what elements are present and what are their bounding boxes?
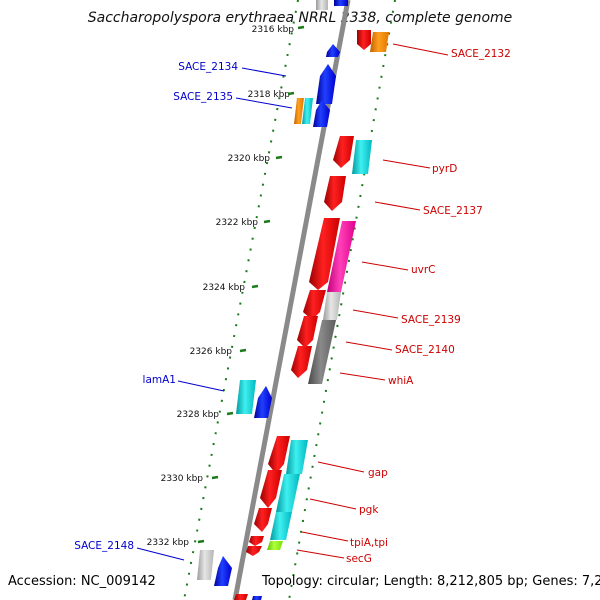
gene-label: lamA1 bbox=[143, 374, 176, 386]
kbp-label: 2316 kbp bbox=[252, 25, 295, 35]
gene-label: whiA bbox=[388, 375, 414, 387]
gene-block-magenta bbox=[327, 221, 356, 292]
gene-arrow-forward bbox=[260, 470, 282, 508]
kbp-label: 2332 kbp bbox=[147, 538, 190, 548]
outer-guide-right bbox=[288, 0, 396, 600]
gene-block-cyan bbox=[286, 440, 308, 474]
kbp-tick bbox=[263, 219, 271, 224]
gene-block-orange bbox=[294, 98, 304, 124]
gene-arrow-forward bbox=[254, 508, 272, 532]
gene-block-lightgray bbox=[197, 550, 214, 580]
gene-block-cyan bbox=[270, 512, 292, 540]
gene-arrow-reverse bbox=[313, 100, 330, 127]
gene-label: pgk bbox=[359, 504, 379, 516]
gene-arrow-forward bbox=[357, 30, 371, 50]
kbp-tick bbox=[251, 284, 259, 289]
gene-arrow-forward bbox=[246, 546, 262, 556]
label-leader-line bbox=[177, 380, 225, 392]
label-leader-line bbox=[317, 461, 365, 473]
gene-block-cyan bbox=[302, 98, 313, 124]
label-leader-line bbox=[352, 309, 399, 319]
label-leader-line bbox=[345, 341, 393, 351]
label-leader-line bbox=[361, 261, 409, 271]
accession-label: Accession: NC_009142 bbox=[8, 574, 156, 589]
kbp-tick bbox=[275, 155, 283, 160]
gene-arrow-forward bbox=[249, 536, 264, 546]
gene-label: SACE_2148 bbox=[74, 540, 134, 552]
gene-arrow-reverse bbox=[326, 44, 340, 57]
gene-block-lightgray bbox=[323, 292, 341, 320]
kbp-label: 2318 kbp bbox=[248, 90, 291, 100]
gene-arrow-forward bbox=[234, 594, 248, 600]
gene-arrow-forward bbox=[333, 136, 354, 168]
gene-label: pyrD bbox=[432, 163, 457, 175]
kbp-label: 2328 kbp bbox=[177, 410, 220, 420]
kbp-tick bbox=[287, 91, 295, 96]
gene-arrow-reverse bbox=[252, 596, 262, 600]
gene-block-cyan bbox=[352, 140, 372, 174]
kbp-label: 2324 kbp bbox=[203, 283, 246, 293]
gene-block-lime bbox=[267, 541, 283, 550]
label-leader-line bbox=[241, 67, 287, 77]
gene-block-darkgray bbox=[308, 320, 336, 384]
gene-label: tpiA,tpi bbox=[350, 537, 388, 549]
gene-block-orange bbox=[370, 32, 389, 52]
topology-label: Topology: circular; Length: 8,212,805 bp… bbox=[262, 574, 600, 589]
gene-label: gap bbox=[368, 467, 388, 479]
gene-arrow-forward bbox=[291, 346, 312, 378]
gene-arrow-forward bbox=[309, 218, 340, 290]
gene-label: secG bbox=[346, 553, 372, 565]
kbp-tick bbox=[197, 539, 205, 544]
gene-arrow-forward bbox=[324, 176, 346, 211]
gene-label: SACE_2137 bbox=[423, 205, 483, 217]
gene-block-cyan bbox=[236, 380, 256, 414]
kbp-label: 2322 kbp bbox=[216, 218, 259, 228]
gene-label: SACE_2140 bbox=[395, 344, 455, 356]
gene-arrow-reverse bbox=[316, 64, 336, 104]
label-leader-line bbox=[235, 97, 293, 109]
label-leader-line bbox=[374, 201, 421, 211]
gene-label: SACE_2134 bbox=[178, 61, 238, 73]
gene-arrow-reverse bbox=[254, 386, 272, 418]
gene-arrow-reverse bbox=[214, 556, 232, 586]
label-leader-line bbox=[339, 372, 386, 381]
left-gene-labels: SACE_2134 SACE_2135 lamA1 SACE_2148 bbox=[74, 61, 293, 561]
label-leader-line bbox=[301, 531, 349, 542]
gene-arrow-forward bbox=[303, 290, 326, 320]
kbp-tick bbox=[297, 25, 305, 30]
label-leader-line bbox=[136, 547, 185, 561]
kbp-label: 2326 kbp bbox=[190, 347, 233, 357]
kbp-scale: 2316 kbp 2318 kbp 2320 kbp 2322 kbp 2324 kbp… bbox=[147, 25, 305, 548]
gene-label: SACE_2135 bbox=[173, 91, 233, 103]
gene-arrow-reverse bbox=[334, 0, 348, 6]
genome-title: Saccharopolyspora erythraea NRRL 2338, c… bbox=[87, 10, 513, 26]
label-leader-line bbox=[392, 43, 449, 56]
gene-features bbox=[197, 0, 389, 600]
right-gene-labels: SACE_2132 pyrD SACE_2137 uvrC SACE_2139 SACE_… bbox=[296, 43, 511, 565]
kbp-tick bbox=[226, 411, 234, 416]
gene-block-cyan bbox=[276, 474, 300, 512]
kbp-label: 2320 kbp bbox=[228, 154, 271, 164]
gene-label: SACE_2132 bbox=[451, 48, 511, 60]
gene-label: SACE_2139 bbox=[401, 314, 461, 326]
gene-label: uvrC bbox=[411, 264, 436, 276]
label-leader-line bbox=[309, 498, 357, 510]
kbp-tick bbox=[211, 475, 219, 480]
gene-arrow-forward bbox=[268, 436, 290, 474]
label-leader-line bbox=[382, 159, 431, 169]
kbp-label: 2330 kbp bbox=[161, 474, 204, 484]
gene-arrow-forward bbox=[297, 316, 318, 348]
kbp-tick bbox=[239, 348, 247, 353]
gene-arrow-reverse bbox=[316, 0, 328, 10]
label-leader-line bbox=[296, 549, 345, 559]
